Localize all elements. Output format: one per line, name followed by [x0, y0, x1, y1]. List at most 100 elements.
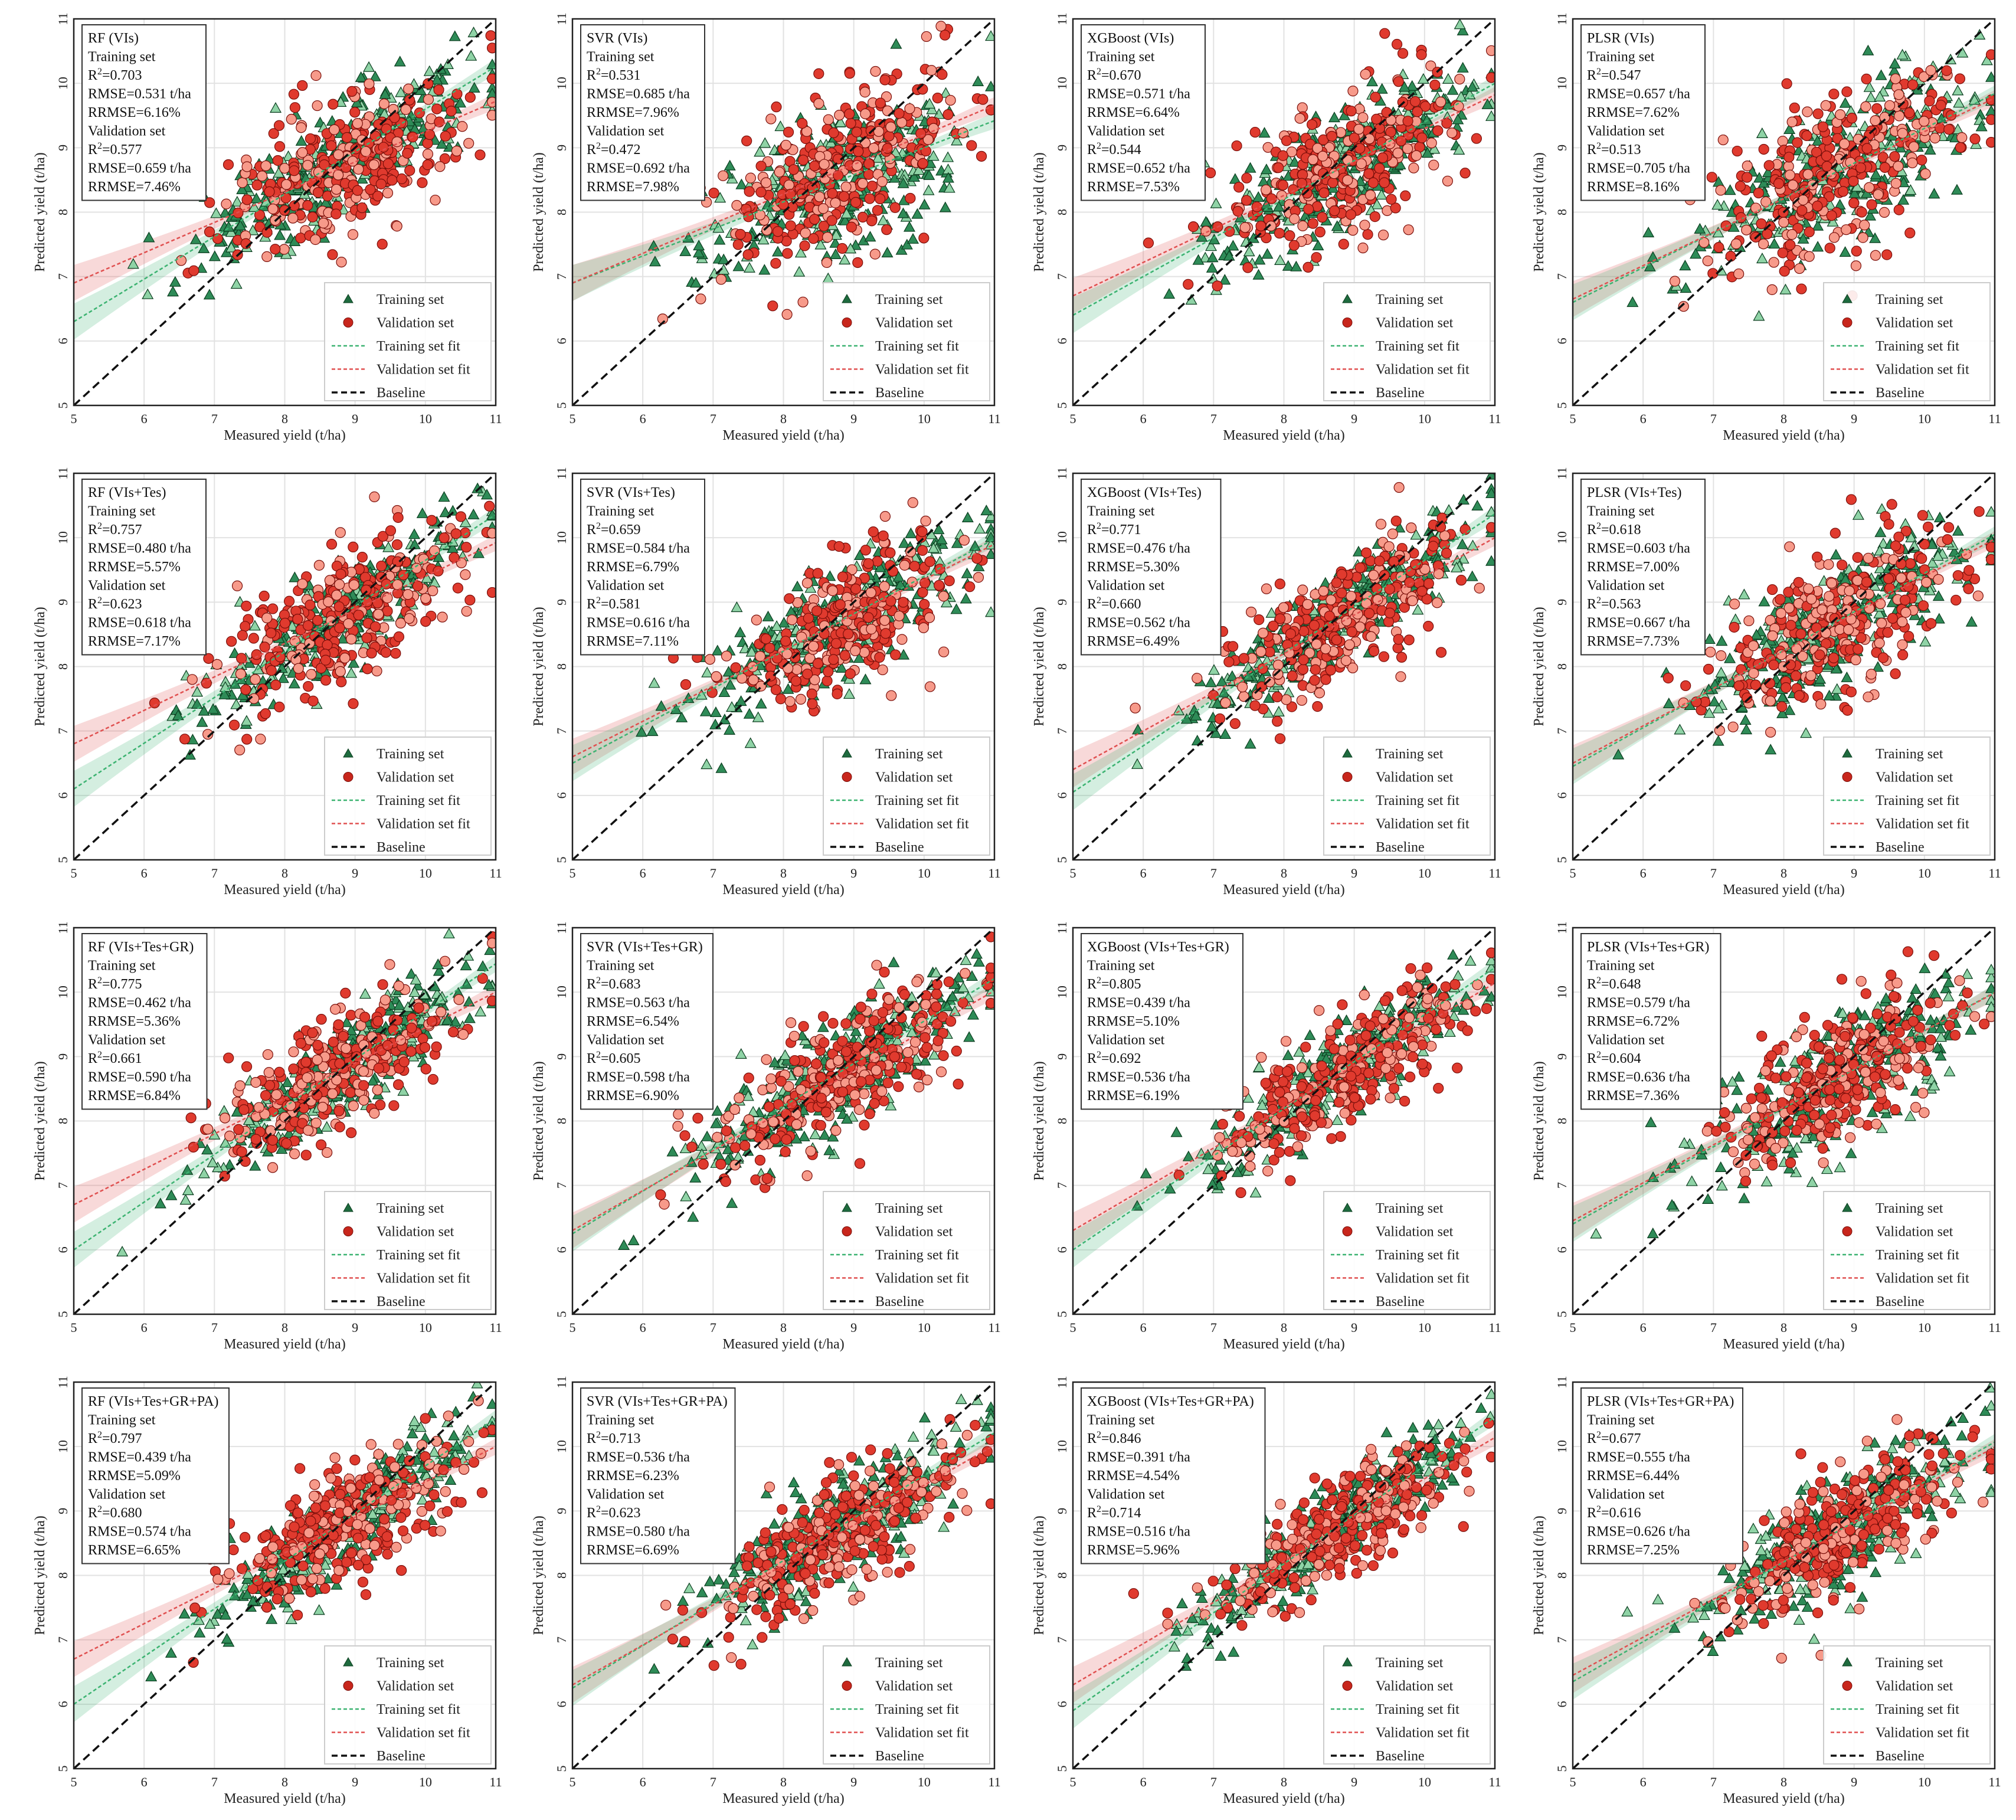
training-point [1206, 261, 1218, 273]
validation-point [1702, 255, 1713, 267]
training-point [436, 138, 448, 149]
training-point [771, 245, 784, 257]
validation-point [837, 571, 848, 582]
validation-point [267, 203, 279, 215]
training-point [864, 231, 876, 242]
training-point [230, 278, 243, 289]
training-point [459, 516, 472, 528]
plot-frame [1072, 18, 1496, 407]
training-rrmse: RRMSE=6.16% [88, 105, 181, 120]
training-point [363, 61, 375, 72]
validation-point [204, 197, 215, 208]
validation-point [273, 120, 285, 131]
y-tick-label: 9 [55, 145, 70, 151]
validation-point [380, 647, 391, 658]
validation-point [1459, 524, 1471, 535]
validation-point [785, 220, 796, 231]
validation-point [917, 545, 928, 556]
validation-point [1336, 587, 1347, 598]
validation-point [331, 184, 342, 195]
validation-point [1835, 109, 1846, 120]
validation-point [879, 615, 891, 626]
training-point [897, 177, 909, 188]
stats-box [1580, 24, 1706, 201]
validation-point [1242, 262, 1254, 273]
validation-point [1446, 127, 1458, 139]
validation-point [387, 175, 398, 186]
validation-point [270, 244, 281, 255]
validation-point [266, 665, 277, 676]
validation-point [1288, 184, 1299, 195]
validation-point [486, 110, 496, 121]
validation-r2: R2=0.472 [587, 141, 641, 158]
validation-rmse: RMSE=0.652 t/ha [1087, 161, 1190, 176]
validation-point [313, 559, 325, 571]
training-point [692, 247, 705, 258]
validation-point [335, 666, 346, 677]
validation-rmse: RMSE=0.659 t/ha [88, 161, 191, 176]
validation-point [945, 94, 956, 106]
training-point [295, 135, 307, 146]
training-point [276, 662, 288, 673]
y-tick-label: 7 [1055, 273, 1069, 280]
validation-point [680, 679, 692, 690]
validation-point [932, 92, 943, 104]
x-tick-label: 8 [1281, 411, 1287, 426]
training-point [1916, 137, 1929, 148]
x-tick-label: 5 [570, 411, 576, 426]
training-point [1453, 143, 1465, 155]
training-point [690, 277, 702, 288]
validation-point [1485, 45, 1495, 56]
training-point [1452, 113, 1464, 125]
validation-point [261, 613, 273, 624]
validation-point [1786, 116, 1798, 127]
legend-baseline: Baseline [1376, 385, 1425, 401]
training-point [895, 244, 908, 255]
training-point [431, 73, 443, 85]
validation-point [775, 693, 786, 705]
validation-point [853, 146, 864, 157]
validation-point [1308, 620, 1320, 631]
training-point [274, 229, 286, 240]
validation-point [1943, 124, 1955, 135]
validation-point [806, 688, 817, 699]
validation-point [833, 541, 845, 552]
validation-point [1777, 247, 1788, 258]
validation-point [857, 211, 869, 223]
x-tick-label: 9 [1851, 411, 1857, 426]
validation-point [890, 649, 901, 660]
validation-point [1428, 159, 1439, 171]
validation-point [1893, 204, 1904, 215]
training-point [1812, 241, 1824, 252]
training-point [447, 505, 459, 516]
training-point [1839, 246, 1851, 257]
validation-point [1935, 123, 1946, 134]
validation-point [1377, 152, 1389, 163]
training-point [834, 116, 847, 127]
validation-point [771, 102, 782, 113]
validation-point [1364, 189, 1376, 201]
validation-point [966, 140, 977, 151]
validation-point [319, 159, 330, 171]
training-point [355, 71, 367, 82]
validation-point [261, 251, 273, 262]
validation-point [1929, 132, 1940, 144]
training-point [142, 288, 154, 299]
x-tick-label: 11 [489, 411, 502, 426]
y-tick-label: 7 [554, 728, 569, 734]
validation-point [1277, 179, 1289, 191]
validation-point [907, 497, 918, 508]
validation-point [964, 581, 976, 593]
validation-point [1393, 482, 1405, 493]
training-point [282, 150, 294, 161]
validation-point [865, 587, 876, 598]
validation-point [917, 526, 928, 538]
validation-point [1796, 205, 1808, 216]
training-point [467, 27, 480, 38]
validation-point [866, 215, 878, 227]
legend-training-marker [1842, 293, 1853, 303]
training-point [912, 164, 925, 175]
training-point [743, 261, 755, 273]
validation-point [1369, 211, 1380, 222]
validation-point [832, 688, 843, 699]
